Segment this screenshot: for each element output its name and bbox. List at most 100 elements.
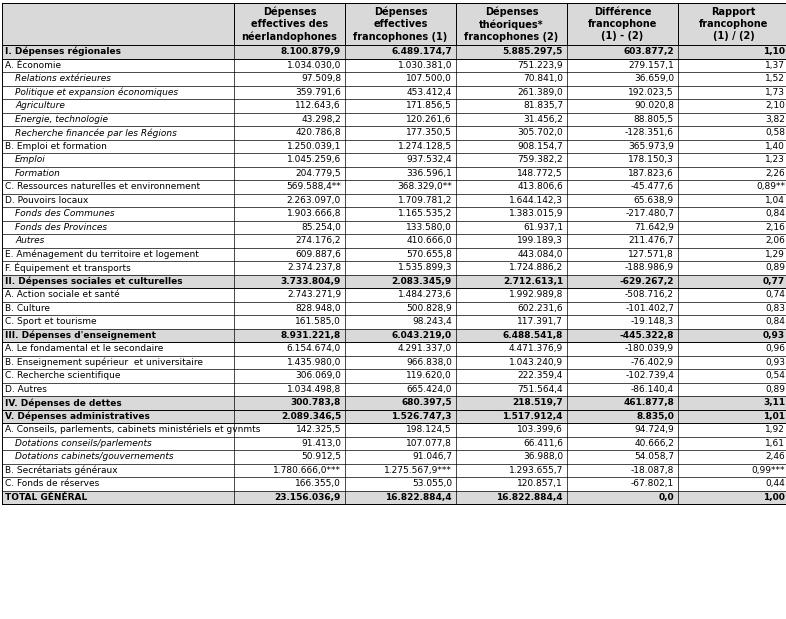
Text: 97.509,8: 97.509,8 xyxy=(301,74,341,83)
Text: B. Secrétariats généraux: B. Secrétariats généraux xyxy=(5,465,118,475)
Text: 4.291.337,0: 4.291.337,0 xyxy=(398,344,452,353)
Text: 1.250.039,1: 1.250.039,1 xyxy=(287,142,341,151)
Text: TOTAL GÉNÉRAL: TOTAL GÉNÉRAL xyxy=(5,493,87,502)
Text: 88.805,5: 88.805,5 xyxy=(634,115,674,124)
Text: 410.666,0: 410.666,0 xyxy=(406,236,452,245)
Text: A. Économie: A. Économie xyxy=(5,61,61,70)
Bar xyxy=(2,234,786,248)
Text: Autres: Autres xyxy=(15,236,44,245)
Text: Agriculture: Agriculture xyxy=(15,102,65,110)
Text: A. Le fondamental et le secondaire: A. Le fondamental et le secondaire xyxy=(5,344,163,353)
Bar xyxy=(2,85,786,99)
Text: 81.835,7: 81.835,7 xyxy=(523,102,563,110)
Text: -180.039,9: -180.039,9 xyxy=(625,344,674,353)
Text: 0,74: 0,74 xyxy=(765,290,785,299)
Text: Recherche financée par les Régions: Recherche financée par les Régions xyxy=(15,128,177,137)
Text: 192.023,5: 192.023,5 xyxy=(628,88,674,97)
Text: 368.329,0**: 368.329,0** xyxy=(397,182,452,191)
Text: Différence
francophone
(1) - (2): Différence francophone (1) - (2) xyxy=(588,7,657,41)
Text: 453.412,4: 453.412,4 xyxy=(406,88,452,97)
Text: 31.456,2: 31.456,2 xyxy=(523,115,563,124)
Text: 107.500,0: 107.500,0 xyxy=(406,74,452,83)
Bar xyxy=(2,72,786,85)
Text: 54.058,7: 54.058,7 xyxy=(634,452,674,461)
Text: Relations extérieures: Relations extérieures xyxy=(15,74,111,83)
Text: 261.389,0: 261.389,0 xyxy=(517,88,563,97)
Text: 1,04: 1,04 xyxy=(765,196,785,205)
Text: 0,58: 0,58 xyxy=(765,128,785,137)
Text: 0,84: 0,84 xyxy=(765,209,785,219)
Text: 5.885.297,5: 5.885.297,5 xyxy=(502,47,563,56)
Text: 1.383.015,9: 1.383.015,9 xyxy=(509,209,563,219)
Text: 420.786,8: 420.786,8 xyxy=(296,128,341,137)
Text: -629.267,2: -629.267,2 xyxy=(619,277,674,286)
Text: F. Équipement et transports: F. Équipement et transports xyxy=(5,262,130,273)
Bar xyxy=(2,369,786,383)
Bar xyxy=(2,99,786,113)
Text: 2.089.346,5: 2.089.346,5 xyxy=(281,412,341,421)
Text: 98.243,4: 98.243,4 xyxy=(412,318,452,326)
Text: 2.263.097,0: 2.263.097,0 xyxy=(287,196,341,205)
Text: III. Dépenses d'enseignement: III. Dépenses d'enseignement xyxy=(5,331,156,340)
Text: 171.856,5: 171.856,5 xyxy=(406,102,452,110)
Text: 61.937,1: 61.937,1 xyxy=(523,223,563,232)
Text: 2.083.345,9: 2.083.345,9 xyxy=(391,277,452,286)
Text: 1.903.666,8: 1.903.666,8 xyxy=(287,209,341,219)
Text: 204.779,5: 204.779,5 xyxy=(296,169,341,178)
Text: 680.397,5: 680.397,5 xyxy=(402,398,452,407)
Text: 1.644.142,3: 1.644.142,3 xyxy=(509,196,563,205)
Text: 4.471.376,9: 4.471.376,9 xyxy=(509,344,563,353)
Text: 908.154,7: 908.154,7 xyxy=(517,142,563,151)
Text: -102.739,4: -102.739,4 xyxy=(625,371,674,380)
Text: 751.564,4: 751.564,4 xyxy=(517,385,563,394)
Bar xyxy=(2,450,786,464)
Bar xyxy=(2,261,786,274)
Text: 1,92: 1,92 xyxy=(765,425,785,435)
Text: 36.659,0: 36.659,0 xyxy=(634,74,674,83)
Text: II. Dépenses sociales et culturelles: II. Dépenses sociales et culturelles xyxy=(5,277,182,286)
Text: Dotations conseils/parlements: Dotations conseils/parlements xyxy=(15,439,152,448)
Bar xyxy=(2,315,786,329)
Text: 120.857,1: 120.857,1 xyxy=(517,479,563,488)
Text: 1.724.886,2: 1.724.886,2 xyxy=(509,263,563,272)
Text: Fonds des Communes: Fonds des Communes xyxy=(15,209,115,219)
Text: C. Sport et tourisme: C. Sport et tourisme xyxy=(5,318,97,326)
Text: 161.585,0: 161.585,0 xyxy=(295,318,341,326)
Text: 603.877,2: 603.877,2 xyxy=(623,47,674,56)
Text: 23.156.036,9: 23.156.036,9 xyxy=(274,493,341,502)
Text: 365.973,9: 365.973,9 xyxy=(628,142,674,151)
Bar xyxy=(2,410,786,423)
Text: 85.254,0: 85.254,0 xyxy=(301,223,341,232)
Text: 6.154.674,0: 6.154.674,0 xyxy=(287,344,341,353)
Text: 2.374.237,8: 2.374.237,8 xyxy=(287,263,341,272)
Text: 127.571,8: 127.571,8 xyxy=(628,249,674,259)
Text: 828.948,0: 828.948,0 xyxy=(296,304,341,313)
Text: 107.077,8: 107.077,8 xyxy=(406,439,452,448)
Text: 117.391,7: 117.391,7 xyxy=(517,318,563,326)
Text: Fonds des Provinces: Fonds des Provinces xyxy=(15,223,107,232)
Text: 70.841,0: 70.841,0 xyxy=(523,74,563,83)
Text: 1,00: 1,00 xyxy=(763,493,785,502)
Text: B. Emploi et formation: B. Emploi et formation xyxy=(5,142,107,151)
Bar xyxy=(2,301,786,315)
Text: E. Aménagement du territoire et logement: E. Aménagement du territoire et logement xyxy=(5,249,199,259)
Text: 177.350,5: 177.350,5 xyxy=(406,128,452,137)
Text: 306.069,0: 306.069,0 xyxy=(295,371,341,380)
Text: C. Fonds de réserves: C. Fonds de réserves xyxy=(5,479,99,488)
Text: 0,99***: 0,99*** xyxy=(751,465,785,475)
Text: Dépenses
effectives des
néerlandophones: Dépenses effectives des néerlandophones xyxy=(241,6,337,42)
Text: 279.157,1: 279.157,1 xyxy=(628,61,674,70)
Text: C. Recherche scientifique: C. Recherche scientifique xyxy=(5,371,120,380)
Bar xyxy=(2,477,786,490)
Text: 1,23: 1,23 xyxy=(765,155,785,164)
Bar xyxy=(2,194,786,207)
Text: 2.712.613,1: 2.712.613,1 xyxy=(503,277,563,286)
Text: 43.298,2: 43.298,2 xyxy=(301,115,341,124)
Text: 2,16: 2,16 xyxy=(765,223,785,232)
Text: 0,83: 0,83 xyxy=(765,304,785,313)
Text: 1.435.980,0: 1.435.980,0 xyxy=(287,358,341,366)
Text: 602.231,6: 602.231,6 xyxy=(517,304,563,313)
Text: 0,96: 0,96 xyxy=(765,344,785,353)
Text: Emploi: Emploi xyxy=(15,155,46,164)
Text: 36.988,0: 36.988,0 xyxy=(523,452,563,461)
